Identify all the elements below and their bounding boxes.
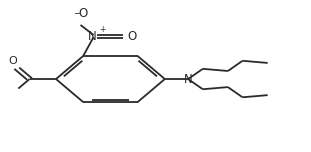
- Text: N: N: [88, 30, 96, 43]
- Text: N: N: [184, 73, 193, 86]
- Text: +: +: [99, 25, 106, 34]
- Text: O: O: [8, 55, 17, 66]
- Text: −: −: [73, 8, 81, 17]
- Text: O: O: [128, 30, 137, 43]
- Text: O: O: [78, 7, 88, 20]
